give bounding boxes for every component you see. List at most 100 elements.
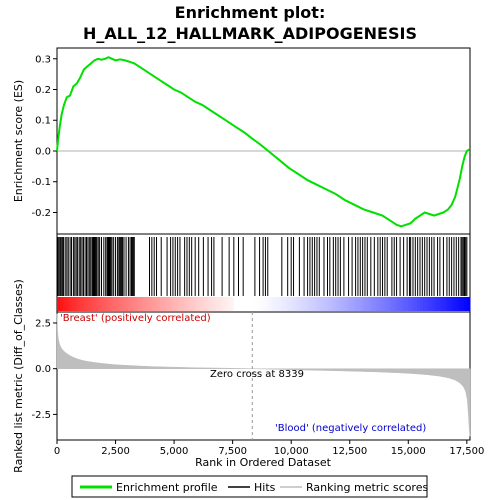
- gradient-cell: [458, 297, 462, 311]
- gradient-cell: [160, 297, 164, 311]
- gradient-cell: [57, 297, 61, 311]
- gradient-cell: [195, 297, 199, 311]
- gradient-cell: [428, 297, 433, 311]
- gradient-cell: [295, 297, 300, 311]
- gradient-cell: [446, 297, 450, 311]
- gradient-cell: [434, 297, 438, 311]
- rank-x-axis-label: Rank in Ordered Dataset: [195, 456, 332, 469]
- gradient-cell: [263, 297, 267, 311]
- gradient-cell: [346, 297, 350, 311]
- gradient-cell: [431, 297, 435, 311]
- gradient-cell: [290, 297, 294, 311]
- gradient-cell: [343, 297, 347, 311]
- gradient-cell: [449, 297, 453, 311]
- gradient-cell: [124, 297, 129, 311]
- gradient-cell: [101, 297, 105, 311]
- gradient-cell: [416, 297, 421, 311]
- gradient-cell: [254, 297, 258, 311]
- legend-label-hits: Hits: [254, 481, 276, 494]
- gradient-cell: [216, 297, 220, 311]
- rank-x-tick-label: 15,000: [391, 446, 426, 457]
- gradient-cell: [145, 297, 149, 311]
- gradient-cell: [136, 297, 140, 311]
- gradient-cell: [166, 297, 170, 311]
- gradient-cell: [266, 297, 270, 311]
- gradient-cell: [349, 297, 353, 311]
- gradient-cell: [210, 297, 214, 311]
- rank-x-tick-label: 12,500: [332, 446, 367, 457]
- gradient-cell: [381, 297, 385, 311]
- rank-panel-frame: [56, 311, 471, 441]
- gradient-cell: [325, 297, 329, 311]
- gradient-cell: [231, 297, 235, 311]
- gradient-cell: [77, 297, 81, 311]
- gradient-cell: [422, 297, 427, 311]
- gradient-cell: [467, 297, 471, 311]
- gradient-cell: [234, 297, 238, 311]
- gradient-cell: [148, 297, 152, 311]
- gradient-cell: [89, 297, 93, 311]
- gradient-cell: [319, 297, 323, 311]
- gradient-cell: [372, 297, 376, 311]
- gradient-cell: [65, 297, 70, 311]
- gradient-cell: [207, 297, 211, 311]
- gradient-cell: [59, 297, 64, 311]
- gradient-cell: [328, 297, 332, 311]
- gradient-cell: [366, 297, 371, 311]
- gradient-cell: [175, 297, 179, 311]
- gradient-cell: [68, 297, 73, 311]
- gradient-cell: [130, 297, 135, 311]
- gradient-cell: [425, 297, 430, 311]
- gradient-cell: [272, 297, 276, 311]
- gradient-cell: [110, 297, 114, 311]
- rank-x-tick-label: 10,000: [274, 446, 309, 457]
- gradient-cell: [452, 297, 456, 311]
- gradient-cell: [310, 297, 315, 311]
- gradient-cell: [313, 297, 317, 311]
- gradient-cell: [375, 297, 379, 311]
- gradient-cell: [354, 297, 359, 311]
- gradient-cell: [245, 297, 250, 311]
- gradient-cell: [461, 297, 465, 311]
- gradient-cell: [322, 297, 326, 311]
- gradient-cell: [204, 297, 208, 311]
- gradient-cell: [213, 297, 217, 311]
- gradient-cell: [177, 297, 182, 311]
- gradient-cell: [298, 297, 303, 311]
- gradient-cell: [80, 297, 84, 311]
- rank-x-tick-label: 7,500: [218, 446, 247, 457]
- gradient-cell: [113, 297, 117, 311]
- rank-gradient-bar: [57, 297, 471, 311]
- gradient-cell: [455, 297, 459, 311]
- gradient-cell: [440, 297, 444, 311]
- legend-label-ranking: Ranking metric scores: [306, 481, 428, 494]
- chart-title-line1: Enrichment plot:: [175, 3, 326, 22]
- gradient-cell: [95, 297, 99, 311]
- gradient-cell: [281, 297, 285, 311]
- gradient-cell: [331, 297, 335, 311]
- gradient-cell: [411, 297, 415, 311]
- gradient-cell: [127, 297, 132, 311]
- gradient-cell: [116, 297, 120, 311]
- gradient-cell: [236, 297, 241, 311]
- hits-group: [57, 237, 468, 296]
- gradient-cell: [107, 297, 111, 311]
- rank-x-tick-label: 17,500: [449, 446, 484, 457]
- gradient-cell: [172, 297, 176, 311]
- es-panel-frame: [56, 47, 471, 235]
- gradient-cell: [71, 297, 76, 311]
- es-line-group: [56, 56, 470, 228]
- rank-x-ticks: 0 2,500 5,000 7,500 10,000 12,500 15,000 17,500: [54, 440, 484, 457]
- gradient-cell: [357, 297, 362, 311]
- gradient-cell: [186, 297, 191, 311]
- gradient-cell: [360, 297, 365, 311]
- gradient-cell: [260, 297, 264, 311]
- gradient-cell: [183, 297, 188, 311]
- gradient-cell: [419, 297, 424, 311]
- gradient-cell: [293, 297, 297, 311]
- gradient-cell: [74, 297, 79, 311]
- gradient-cell: [163, 297, 167, 311]
- gradient-cell: [464, 297, 468, 311]
- gradient-cell: [304, 297, 309, 311]
- gradient-cell: [405, 297, 409, 311]
